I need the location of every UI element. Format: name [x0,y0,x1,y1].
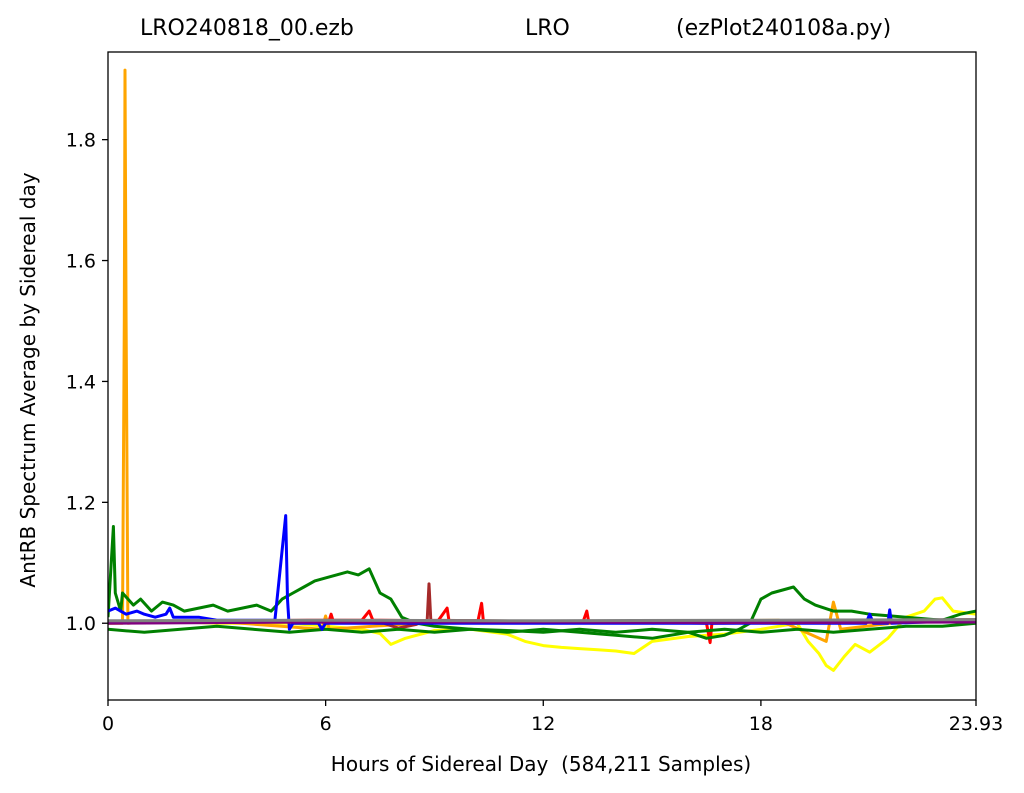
title-station: LRO [525,16,570,41]
y-tick-label: 1.4 [66,371,96,393]
y-tick-label: 1.6 [66,251,96,273]
series-line-6 [108,514,976,631]
series-line-8 [108,618,976,623]
series-line-1 [108,68,976,643]
x-tick-label: 18 [749,713,773,735]
x-tick-label: 12 [531,713,555,735]
x-tick-label: 0 [102,713,114,735]
series-line-5 [108,621,976,634]
y-tick-label: 1.0 [66,613,96,635]
y-tick-label: 1.2 [66,492,96,514]
x-tick-label: 6 [320,713,332,735]
x-axis-label: Hours of Sidereal Day (584,211 Samples) [330,752,752,776]
axes-frame [107,51,977,701]
y-tick-label: 1.8 [66,130,96,152]
series-line-4 [108,525,976,640]
title-file: LRO240818_00.ezb [140,16,354,41]
title-program: (ezPlot240108a.py) [676,16,892,41]
x-tick-label: 23.93 [949,713,1003,735]
